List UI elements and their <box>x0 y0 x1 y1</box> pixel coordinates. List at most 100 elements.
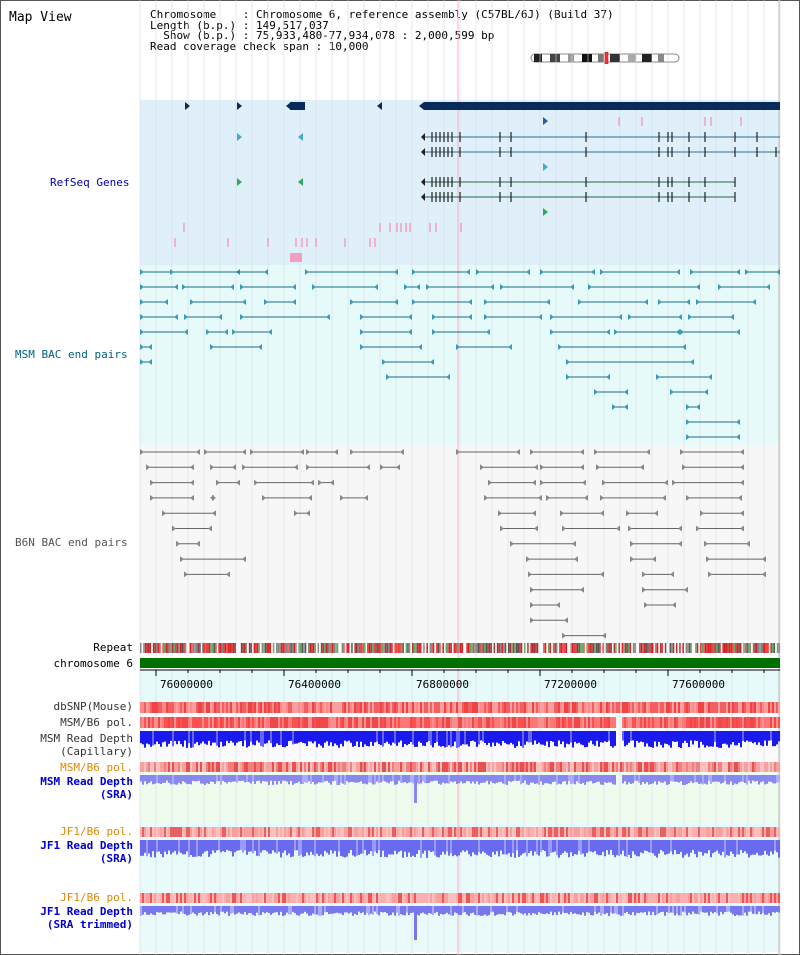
bac-pair[interactable] <box>540 479 586 486</box>
bac-pair[interactable] <box>170 269 268 275</box>
bac-pair[interactable] <box>680 449 744 455</box>
bac-pair[interactable] <box>628 525 682 532</box>
bac-pair[interactable] <box>510 540 576 547</box>
bac-pair[interactable] <box>560 510 604 517</box>
bac-pair[interactable] <box>312 284 378 290</box>
bac-pair[interactable] <box>550 314 622 320</box>
bac-pair[interactable] <box>432 314 472 320</box>
bac-pair[interactable] <box>350 449 404 455</box>
bac-pair[interactable] <box>718 284 770 290</box>
bac-pair[interactable] <box>700 510 744 517</box>
bac-pair[interactable] <box>686 419 740 425</box>
bac-pair[interactable] <box>264 299 296 305</box>
bac-pair[interactable] <box>602 479 668 486</box>
bac-pair[interactable] <box>318 479 334 486</box>
refseq-genes[interactable] <box>174 102 780 262</box>
bac-pair[interactable] <box>210 464 236 471</box>
bac-pair[interactable] <box>172 525 212 532</box>
bac-pair[interactable] <box>686 404 700 410</box>
bac-pair[interactable] <box>594 449 650 455</box>
bac-pair[interactable] <box>140 359 152 365</box>
bac-pair[interactable] <box>306 449 338 455</box>
bac-pair[interactable] <box>386 374 450 380</box>
bac-pair[interactable] <box>688 314 734 320</box>
bac-pair[interactable] <box>456 449 520 455</box>
bac-pair[interactable] <box>140 449 200 455</box>
bac-pair[interactable] <box>566 359 694 365</box>
bac-pair[interactable] <box>232 329 272 335</box>
bac-pair[interactable] <box>550 329 610 335</box>
bac-pair[interactable] <box>686 494 742 501</box>
bac-pair[interactable] <box>216 479 240 486</box>
chromosome-ideogram[interactable] <box>530 52 682 64</box>
bac-pair[interactable] <box>190 299 246 305</box>
bac-pair[interactable] <box>380 464 400 471</box>
bac-pair[interactable] <box>306 464 370 471</box>
bac-pair[interactable] <box>498 510 536 517</box>
bac-pair[interactable] <box>626 510 658 517</box>
bac-pair[interactable] <box>480 464 538 471</box>
bac-pair[interactable] <box>250 449 304 455</box>
bac-pair[interactable] <box>670 389 708 395</box>
bac-pair[interactable] <box>562 632 606 639</box>
bac-pair[interactable] <box>546 494 588 501</box>
bac-pair[interactable] <box>566 374 610 380</box>
bac-pair[interactable] <box>656 374 712 380</box>
bac-pair[interactable] <box>562 525 620 532</box>
bac-pair[interactable] <box>682 464 744 471</box>
bac-pair[interactable] <box>242 464 298 471</box>
bac-pair[interactable] <box>530 586 584 593</box>
bac-pair[interactable] <box>484 299 550 305</box>
bac-pair[interactable] <box>180 556 246 563</box>
bac-pair[interactable] <box>404 284 420 290</box>
bac-pair[interactable] <box>540 269 595 275</box>
bac-pair[interactable] <box>530 602 560 608</box>
bac-pair[interactable] <box>140 329 188 335</box>
bac-pair[interactable] <box>182 284 234 290</box>
bac-pair[interactable] <box>558 344 686 350</box>
bac-pair[interactable] <box>530 617 568 624</box>
bac-pair[interactable] <box>162 510 216 517</box>
bac-pair[interactable] <box>642 571 674 578</box>
bac-pair[interactable] <box>680 329 740 335</box>
bac-pair[interactable] <box>360 344 422 350</box>
bac-pair[interactable] <box>426 284 494 290</box>
bac-pair[interactable] <box>628 314 682 320</box>
bac-pair[interactable] <box>528 571 604 578</box>
bac-pair[interactable] <box>184 314 222 320</box>
bac-pair[interactable] <box>672 479 744 486</box>
bac-pair[interactable] <box>588 284 700 290</box>
bac-pair[interactable] <box>488 479 536 486</box>
bac-pair[interactable] <box>578 299 648 305</box>
bac-pair[interactable] <box>206 329 228 335</box>
bac-pair[interactable] <box>412 299 472 305</box>
bac-pair[interactable] <box>596 464 644 471</box>
bac-pair[interactable] <box>240 314 330 320</box>
bac-pair[interactable] <box>540 464 584 471</box>
bac-pair[interactable] <box>140 314 178 320</box>
bac-pair[interactable] <box>644 602 676 608</box>
bac-pair[interactable] <box>600 269 680 275</box>
bac-pair[interactable] <box>184 571 230 578</box>
bac-pair[interactable] <box>210 344 262 350</box>
bac-pair[interactable] <box>612 404 628 410</box>
bac-pair[interactable] <box>530 449 584 455</box>
bac-pair[interactable] <box>254 479 314 486</box>
bac-pair[interactable] <box>360 329 412 335</box>
b6n-bac-pairs[interactable] <box>140 449 766 639</box>
bac-pair[interactable] <box>305 269 398 275</box>
bac-pair[interactable] <box>658 299 690 305</box>
bac-pair[interactable] <box>630 540 682 547</box>
bac-pair[interactable] <box>204 449 246 455</box>
bac-pair[interactable] <box>745 269 780 275</box>
bac-pair[interactable] <box>456 344 512 350</box>
bac-pair[interactable] <box>704 540 750 547</box>
bac-pair[interactable] <box>500 284 574 290</box>
bac-pair[interactable] <box>630 556 656 563</box>
bac-pair[interactable] <box>484 314 542 320</box>
bac-pair[interactable] <box>432 329 490 335</box>
msm-bac-pairs[interactable] <box>140 269 780 440</box>
bac-pair[interactable] <box>240 284 296 290</box>
bac-pair[interactable] <box>262 494 312 501</box>
